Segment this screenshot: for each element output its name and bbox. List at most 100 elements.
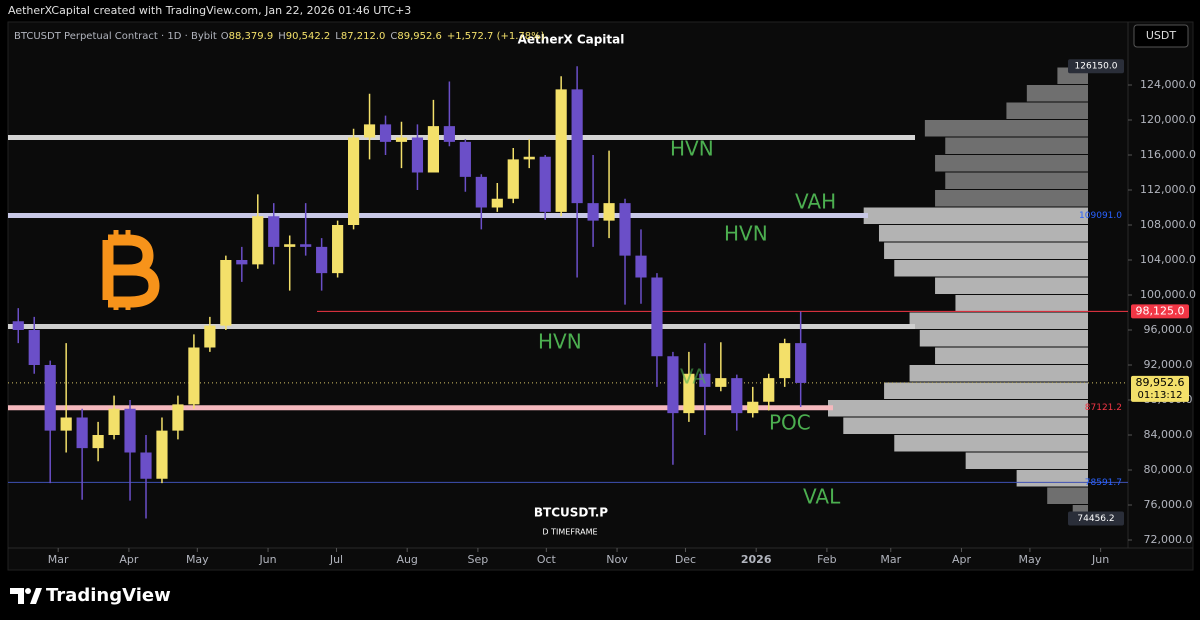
logo-t	[10, 588, 24, 604]
y-tick-label: 92,000.0	[1144, 358, 1193, 371]
candle-body	[699, 373, 711, 387]
candle-body	[284, 244, 296, 247]
profile-bar	[935, 190, 1088, 207]
x-tick-label: Sep	[468, 553, 489, 566]
x-tick-label: Dec	[675, 553, 696, 566]
profile-bar	[863, 207, 1088, 225]
candle-body	[443, 126, 455, 142]
price-label: 98,125.0	[1136, 304, 1185, 317]
candle-body	[747, 401, 759, 414]
x-tick-label: Feb	[817, 553, 836, 566]
profile-bar	[1006, 102, 1088, 120]
x-tick-label: Jun	[258, 553, 276, 566]
candle-body	[795, 343, 807, 383]
x-tick-label: Oct	[537, 553, 557, 566]
symbol: BTCUSDT Perpetual Contract · 1D · Bybit	[14, 31, 217, 42]
candle-body	[92, 435, 104, 449]
profile-bar	[1047, 487, 1088, 505]
ohlc-value: 90,542.2	[286, 31, 331, 42]
candle-body	[156, 430, 168, 479]
ohlc-value: 88,379.9	[229, 31, 274, 42]
profile-bar	[924, 120, 1088, 137]
candle-body	[779, 343, 791, 379]
price-label: 89,952.6	[1136, 376, 1185, 389]
candle-body	[411, 137, 424, 173]
profile-bar	[1016, 470, 1088, 487]
y-tick-label: 116,000.0	[1140, 148, 1196, 161]
price-countdown: 01:13:12	[1138, 390, 1183, 401]
ohlc-key: O	[221, 31, 229, 42]
ohlc-key: C	[390, 31, 397, 42]
profile-bar	[884, 382, 1088, 400]
profile-bar	[935, 277, 1088, 295]
profile-bar	[894, 435, 1088, 452]
profile-bar	[935, 155, 1088, 172]
candle-body	[651, 277, 663, 357]
candle-body	[475, 176, 487, 208]
y-tick-label: 100,000.0	[1140, 288, 1196, 301]
y-tick-label: 76,000.0	[1144, 498, 1193, 511]
annotation: HVN	[670, 137, 714, 161]
candle-body	[667, 356, 679, 414]
symbol-note: BTCUSDT.P	[534, 506, 608, 520]
candle-body	[124, 408, 136, 453]
candle-body	[347, 137, 360, 226]
profile-bar	[1026, 85, 1088, 102]
candle-body	[252, 216, 264, 265]
footer-logo	[10, 588, 42, 604]
y-tick-label: 124,000.0	[1140, 78, 1196, 91]
candle-body	[427, 126, 440, 173]
brand: TradingView	[46, 585, 171, 606]
y-tick-label: 80,000.0	[1144, 463, 1193, 476]
candle-body	[332, 225, 344, 274]
watermark: AetherXCapital created with TradingView.…	[8, 4, 411, 17]
profile-bar	[935, 347, 1088, 365]
annotation: VAL	[803, 485, 841, 509]
candle-body	[363, 124, 376, 138]
candle-body	[715, 378, 727, 387]
price-label: 126150.0	[1075, 62, 1118, 72]
profile-bar	[828, 400, 1088, 417]
candle-body	[316, 246, 328, 274]
price-label: 87121.2	[1085, 403, 1122, 413]
candle-body	[188, 347, 200, 405]
candle-body	[571, 89, 583, 204]
y-tick-label: 72,000.0	[1144, 533, 1193, 546]
candle-body	[731, 378, 743, 414]
currency-box[interactable]	[1133, 24, 1189, 48]
change: +1,572.7 (+1.78%)	[447, 31, 545, 42]
annotation: HVN	[724, 222, 768, 246]
y-tick-label: 104,000.0	[1140, 253, 1196, 266]
price-label: 78591.7	[1085, 478, 1122, 488]
candle-body	[683, 373, 695, 414]
y-tick-label: 108,000.0	[1140, 218, 1196, 231]
x-tick-label: May	[1019, 553, 1042, 566]
candle-body	[395, 137, 408, 142]
price-label: 74456.2	[1077, 514, 1114, 524]
price-label: 109091.0	[1079, 211, 1122, 221]
candle-body	[555, 89, 567, 212]
logo-dot	[25, 588, 31, 594]
logo-glyph	[102, 234, 160, 308]
price-label-box	[1068, 511, 1124, 526]
candle-body	[44, 365, 56, 431]
candle-body	[523, 156, 535, 160]
profile-bar	[945, 137, 1088, 155]
x-tick-label: May	[186, 553, 209, 566]
currency[interactable]: USDT	[1146, 29, 1177, 42]
x-tick-label: Nov	[606, 553, 628, 566]
profile-bar	[919, 330, 1088, 347]
candle-body	[12, 321, 24, 331]
ohlc-key: L	[335, 31, 341, 42]
profile-bar	[909, 365, 1088, 382]
profile-bar	[909, 312, 1088, 330]
ohlc-value: 89,952.6	[397, 31, 442, 42]
ohlc-value: 87,212.0	[341, 31, 386, 42]
logo-v	[30, 588, 42, 604]
candle-body	[763, 378, 775, 402]
profile-bar	[955, 295, 1088, 312]
candle-body	[619, 203, 631, 256]
candle-body	[603, 203, 615, 221]
profile-bar	[894, 260, 1088, 277]
candle-body	[587, 203, 599, 221]
